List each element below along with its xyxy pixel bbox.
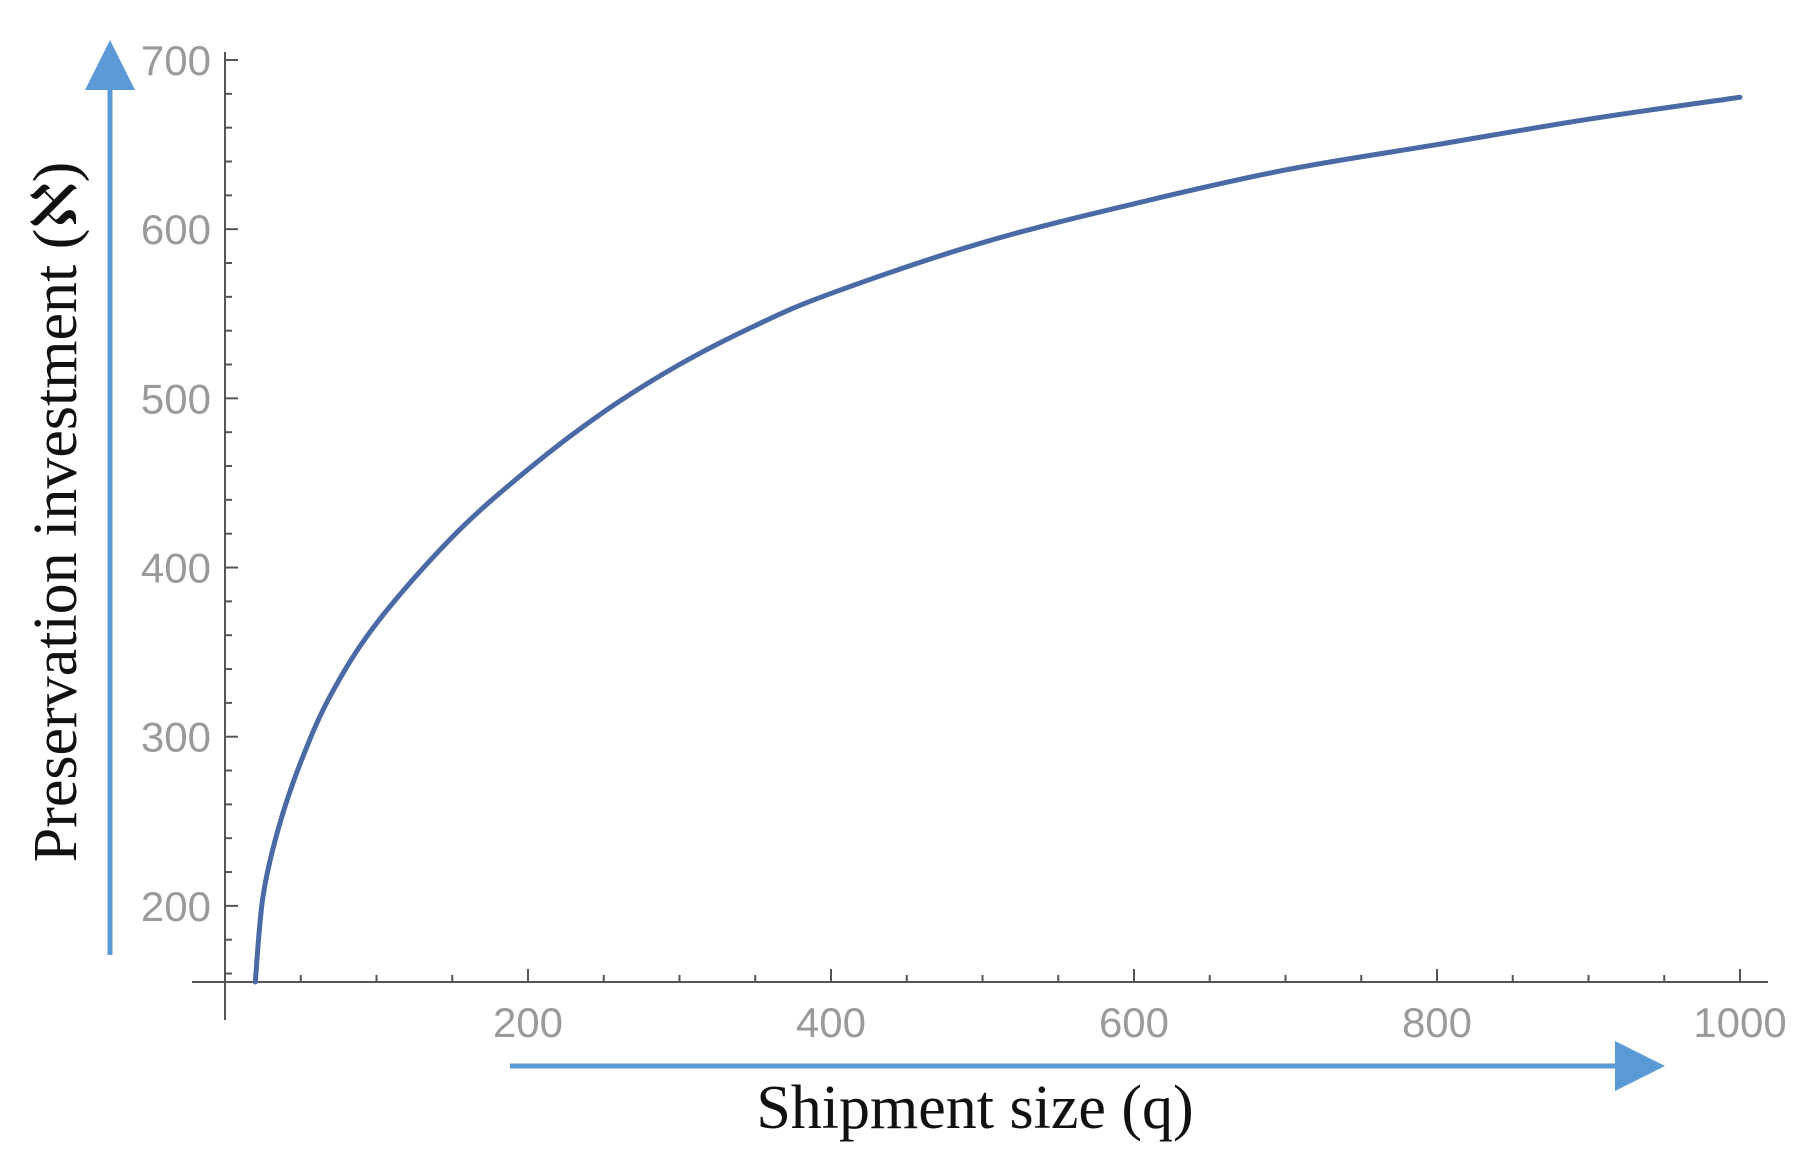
y-axis-title: Preservation investment (ℵ) (22, 162, 90, 862)
x-axis-title: Shipment size (q) (756, 1074, 1193, 1142)
y-ticks: 200 300 400 500 600 700 (141, 37, 238, 975)
x-tick-label: 800 (1402, 999, 1472, 1046)
x-tick-label: 200 (493, 999, 563, 1046)
x-tick-label: 1000 (1693, 999, 1786, 1046)
y-tick-label: 700 (141, 37, 211, 84)
y-tick-label: 500 (141, 375, 211, 422)
x-tick-label: 400 (796, 999, 866, 1046)
series-layer (252, 94, 1743, 985)
y-tick-label: 600 (141, 206, 211, 253)
y-tick-label: 300 (141, 714, 211, 761)
y-tick-label: 400 (141, 545, 211, 592)
y-tick-label: 200 (141, 883, 211, 930)
x-tick-label: 600 (1099, 999, 1169, 1046)
x-ticks: 200 400 600 800 1000 (299, 969, 1787, 1046)
series-line (252, 94, 1743, 985)
